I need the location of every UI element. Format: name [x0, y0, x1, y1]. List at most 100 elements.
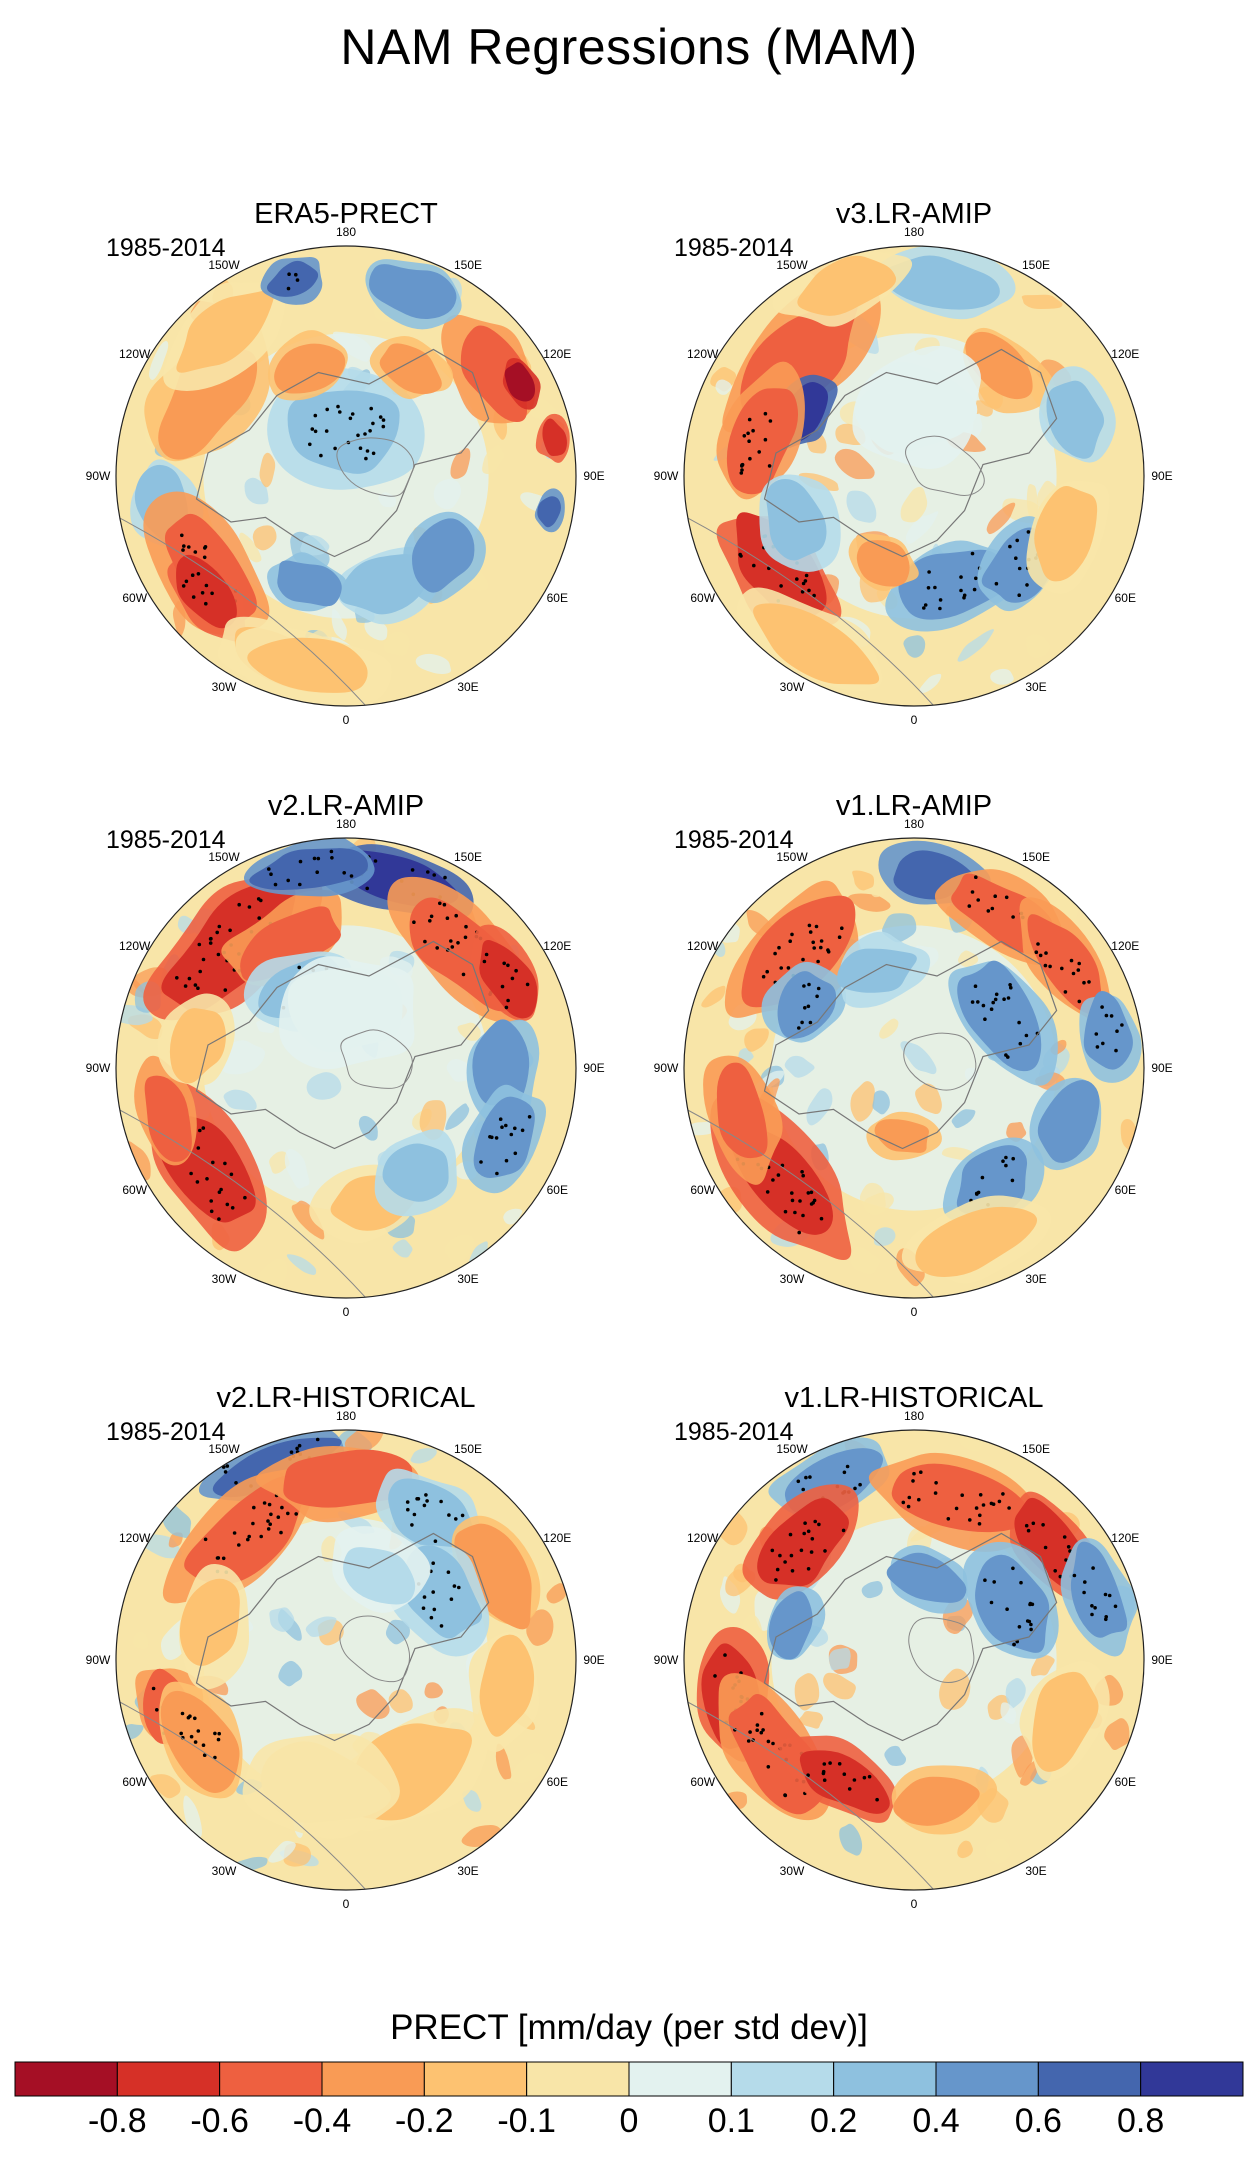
colorbar-tick-label: -0.2 — [395, 2102, 454, 2140]
lon-label-30w: 30W — [779, 680, 805, 695]
lon-label-120e: 120E — [543, 347, 572, 361]
lon-label-150e: 150E — [1021, 849, 1051, 864]
map-panel — [115, 245, 577, 707]
lon-label-150w: 150W — [208, 257, 240, 272]
lon-label-60e: 60E — [546, 1775, 568, 1789]
lon-label-120e: 120E — [543, 939, 572, 953]
colorbar-swatch — [833, 2061, 937, 2097]
lon-label-30e: 30E — [1025, 1864, 1047, 1879]
colorbar-tick-label: -0.1 — [497, 2102, 556, 2140]
lon-label-60w: 60W — [122, 1183, 148, 1197]
lon-label-90w: 90W — [85, 1653, 111, 1667]
lon-label-150w: 150W — [776, 1441, 808, 1456]
lon-label-150w: 150W — [776, 257, 808, 272]
lon-label-30e: 30E — [1025, 680, 1047, 695]
lon-label-30w: 30W — [779, 1864, 805, 1879]
lon-label-180: 180 — [903, 1409, 925, 1423]
lon-label-150e: 150E — [453, 849, 483, 864]
period-label: 1985-2014 — [674, 826, 794, 854]
lon-label-0: 0 — [342, 713, 350, 727]
lon-label-60w: 60W — [122, 1775, 148, 1789]
period-label: 1985-2014 — [106, 234, 226, 262]
colorbar-tick-label: 0.6 — [1014, 2102, 1062, 2140]
lon-label-90w: 90W — [653, 1061, 679, 1075]
lon-label-30e: 30E — [457, 1272, 479, 1287]
lon-label-120w: 120W — [119, 347, 151, 361]
lon-label-0: 0 — [910, 1897, 918, 1911]
lon-label-120w: 120W — [119, 939, 151, 953]
colorbar-swatch — [14, 2061, 118, 2097]
lon-label-60e: 60E — [546, 1183, 568, 1197]
lon-label-150e: 150E — [453, 257, 483, 272]
lon-label-30e: 30E — [457, 680, 479, 695]
colorbar-swatch — [321, 2061, 425, 2097]
colorbar-tick-label: 0.1 — [707, 2102, 755, 2140]
map-panel — [683, 245, 1145, 707]
panel-title: v3.LR-AMIP — [835, 198, 993, 230]
colorbar-swatch — [1037, 2061, 1142, 2097]
map-panel — [683, 1429, 1145, 1891]
lon-label-0: 0 — [910, 713, 918, 727]
lon-label-120w: 120W — [687, 1531, 719, 1545]
lon-label-90w: 90W — [653, 469, 679, 483]
lon-label-90w: 90W — [85, 469, 111, 483]
lon-label-180: 180 — [335, 225, 357, 239]
lon-label-150w: 150W — [208, 849, 240, 864]
lon-label-30w: 30W — [779, 1272, 805, 1287]
lon-label-90w: 90W — [85, 1061, 111, 1075]
lon-label-60w: 60W — [690, 591, 716, 605]
colorbar-tick-label: -0.4 — [292, 2102, 352, 2140]
lon-label-180: 180 — [335, 1409, 357, 1423]
lon-label-30e: 30E — [1025, 1272, 1047, 1287]
panel-title: v1.LR-HISTORICAL — [784, 1382, 1044, 1414]
lon-label-60e: 60E — [1114, 1775, 1136, 1789]
lon-label-150w: 150W — [208, 1441, 240, 1456]
lon-label-60w: 60W — [690, 1775, 716, 1789]
map-panel — [683, 837, 1145, 1299]
lon-label-180: 180 — [903, 225, 925, 239]
lon-label-120e: 120E — [1111, 939, 1140, 953]
lon-label-90e: 90E — [583, 1061, 605, 1075]
lon-label-90e: 90E — [583, 1653, 605, 1667]
lon-label-180: 180 — [335, 817, 357, 831]
figure-title: NAM Regressions (MAM) — [340, 19, 918, 75]
period-label: 1985-2014 — [674, 1418, 794, 1446]
lon-label-60e: 60E — [1114, 591, 1136, 605]
colorbar-swatch — [116, 2061, 221, 2097]
colorbar-tick-label: 0.4 — [912, 2102, 960, 2140]
lon-label-60e: 60E — [1114, 1183, 1136, 1197]
lon-label-150e: 150E — [453, 1441, 483, 1456]
lon-label-30w: 30W — [211, 1864, 237, 1879]
colorbar-swatch — [423, 2061, 528, 2097]
colorbar-tick-label: -0.6 — [190, 2102, 249, 2140]
colorbar-swatch — [730, 2061, 835, 2097]
lon-label-90e: 90E — [1151, 469, 1173, 483]
colorbar-swatch — [219, 2061, 323, 2097]
lon-label-0: 0 — [342, 1897, 350, 1911]
lon-label-120e: 120E — [1111, 347, 1140, 361]
lon-label-150e: 150E — [1021, 1441, 1051, 1456]
colorbar-tick-label: 0.2 — [810, 2102, 858, 2140]
lon-label-30e: 30E — [457, 1864, 479, 1879]
panel-title: v2.LR-AMIP — [267, 790, 425, 822]
map-panel — [115, 837, 577, 1299]
lon-label-120w: 120W — [119, 1531, 151, 1545]
lon-label-150e: 150E — [1021, 257, 1051, 272]
lon-label-120e: 120E — [1111, 1531, 1140, 1545]
colorbar-swatch — [1140, 2061, 1244, 2097]
lon-label-30w: 30W — [211, 1272, 237, 1287]
lon-label-90e: 90E — [1151, 1653, 1173, 1667]
lon-label-60w: 60W — [690, 1183, 716, 1197]
colorbar-tick-label: 0.8 — [1117, 2102, 1165, 2140]
lon-label-120e: 120E — [543, 1531, 572, 1545]
map-panel — [115, 1429, 577, 1891]
panel-title: v1.LR-AMIP — [835, 790, 993, 822]
lon-label-150w: 150W — [776, 849, 808, 864]
lon-label-120w: 120W — [687, 939, 719, 953]
colorbar-swatch — [935, 2061, 1039, 2097]
period-label: 1985-2014 — [674, 234, 794, 262]
lon-label-0: 0 — [910, 1305, 918, 1319]
colorbar-tick-label: 0 — [619, 2102, 639, 2140]
